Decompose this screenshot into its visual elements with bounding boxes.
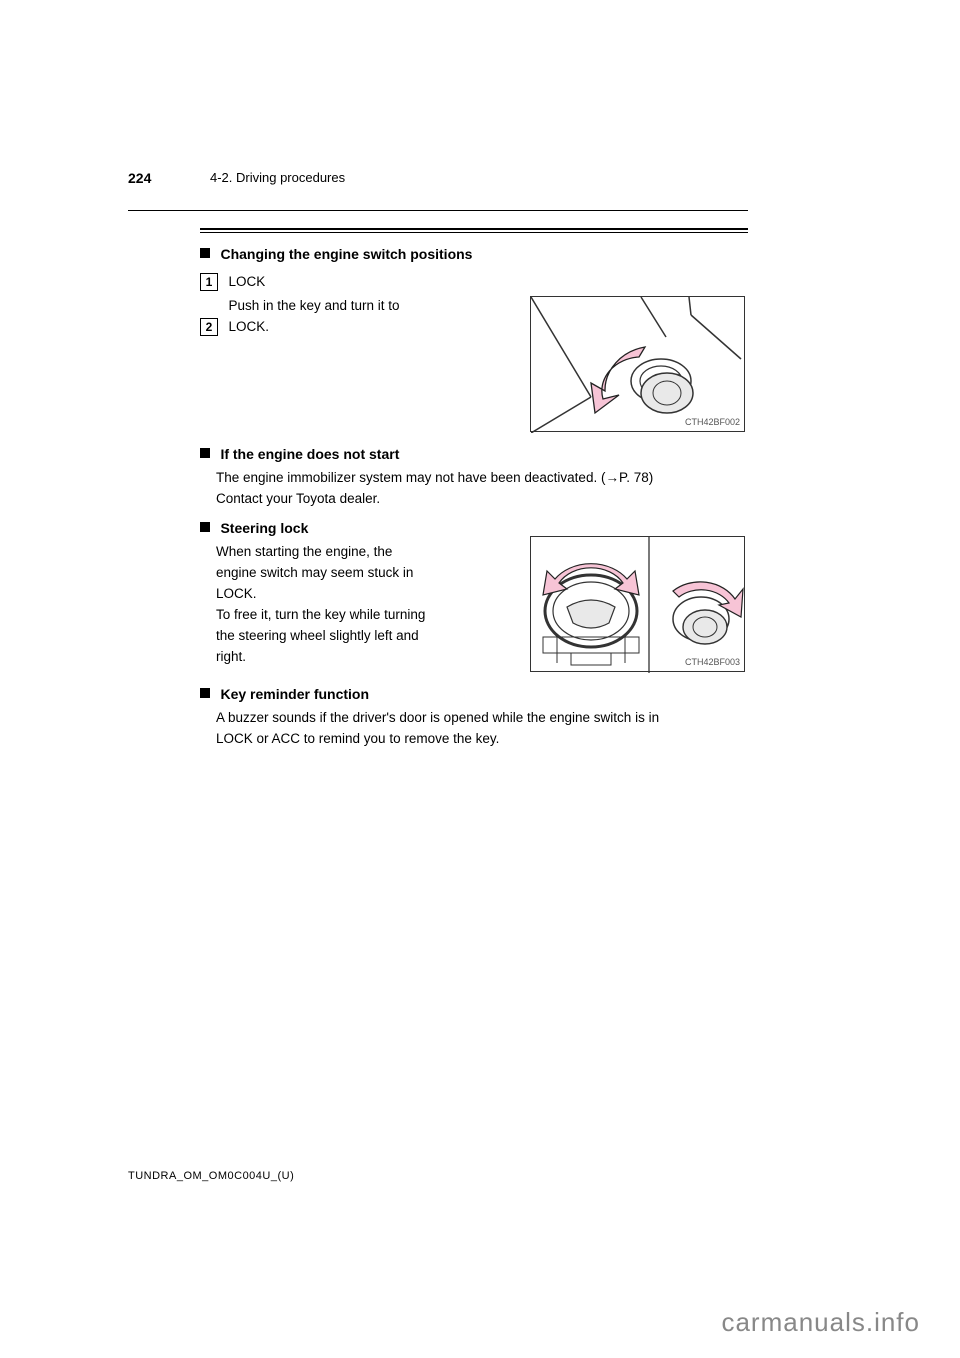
section-engine-no-start: If the engine does not start — [200, 446, 399, 464]
figure-label: CTH42BF003 — [685, 657, 740, 667]
step-2-line2: LOCK. — [228, 319, 269, 334]
section-title: Changing the engine switch positions — [220, 246, 472, 262]
watermark: carmanuals.info — [721, 1307, 920, 1338]
illustration-key-icon — [531, 297, 746, 433]
step-number-box: 2 — [200, 318, 218, 336]
key-reminder-body: A buzzer sounds if the driver's door is … — [216, 708, 746, 750]
step-1-row: 1 LOCK — [200, 272, 265, 293]
section-steering-lock: Steering lock — [200, 520, 308, 538]
bottom-code: TUNDRA_OM_OM0C004U_(U) — [128, 1170, 294, 1182]
step-number-box: 1 — [200, 273, 218, 291]
engine-no-start-body: The engine immobilizer system may not ha… — [216, 468, 746, 510]
rule-top-thick — [200, 228, 748, 230]
step-2-row: 2 Push in the key and turn it to LOCK. — [200, 296, 488, 338]
step-2-text: Push in the key and turn it to LOCK. — [228, 296, 488, 338]
steering-lock-body: When starting the engine, the engine swi… — [216, 542, 476, 668]
square-bullet-icon — [200, 688, 210, 698]
step-2-line1: Push in the key and turn it to — [228, 298, 399, 313]
section-title: Steering lock — [220, 520, 308, 536]
section-changing-positions: Changing the engine switch positions — [200, 246, 472, 264]
square-bullet-icon — [200, 448, 210, 458]
breadcrumb: 4-2. Driving procedures — [210, 170, 345, 185]
step-1-text: LOCK — [228, 274, 265, 289]
section-title: If the engine does not start — [220, 446, 399, 462]
rule-top-thin2 — [200, 232, 748, 233]
section-key-reminder: Key reminder function — [200, 686, 369, 704]
figure-label: CTH42BF002 — [685, 417, 740, 427]
square-bullet-icon — [200, 522, 210, 532]
figure-key-remove: CTH42BF002 — [530, 296, 745, 432]
figure-steering-lock: CTH42BF003 — [530, 536, 745, 672]
square-bullet-icon — [200, 248, 210, 258]
illustration-steering-icon — [531, 537, 746, 673]
section-title: Key reminder function — [220, 686, 369, 702]
rule-top-thin — [128, 210, 748, 211]
page-number: 224 — [128, 170, 151, 186]
